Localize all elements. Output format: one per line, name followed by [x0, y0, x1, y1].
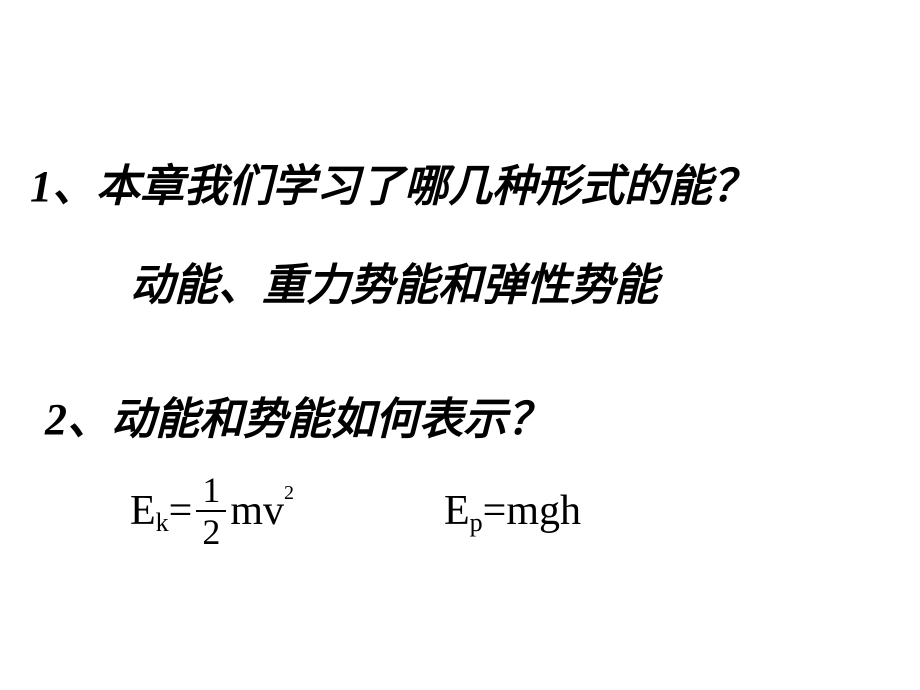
formula2-equals: = — [483, 487, 507, 535]
formula1-numerator: 1 — [202, 472, 220, 510]
formula1-E: E — [130, 487, 156, 535]
formula1-m: m — [230, 487, 263, 535]
formula1-subscript: k — [156, 508, 169, 538]
formula2-subscript: p — [470, 508, 483, 538]
answer-1: 动能、重力势能和弹性势能 — [30, 249, 890, 313]
question-2: 2、动能和势能如何表示？ — [30, 383, 890, 447]
potential-energy-formula: E p = m g h — [444, 487, 581, 535]
formula1-denominator: 2 — [196, 510, 226, 550]
formulas-row: E k = 1 2 m v 2 E p = m g h — [30, 472, 890, 550]
kinetic-energy-formula: E k = 1 2 m v 2 — [130, 472, 294, 550]
formula1-fraction: 1 2 — [196, 472, 226, 550]
formula1-superscript: 2 — [284, 482, 294, 505]
formula1-v: v — [263, 487, 284, 535]
formula2-E: E — [444, 487, 470, 535]
formula2-g: g — [539, 487, 560, 535]
formula2-h: h — [560, 487, 581, 535]
formula1-equals: = — [169, 487, 193, 535]
formula2-m: m — [506, 487, 539, 535]
slide-content: 1、本章我们学习了哪几种形式的能？ 动能、重力势能和弹性势能 2、动能和势能如何… — [0, 0, 920, 550]
question-1: 1、本章我们学习了哪几种形式的能？ — [30, 150, 890, 214]
